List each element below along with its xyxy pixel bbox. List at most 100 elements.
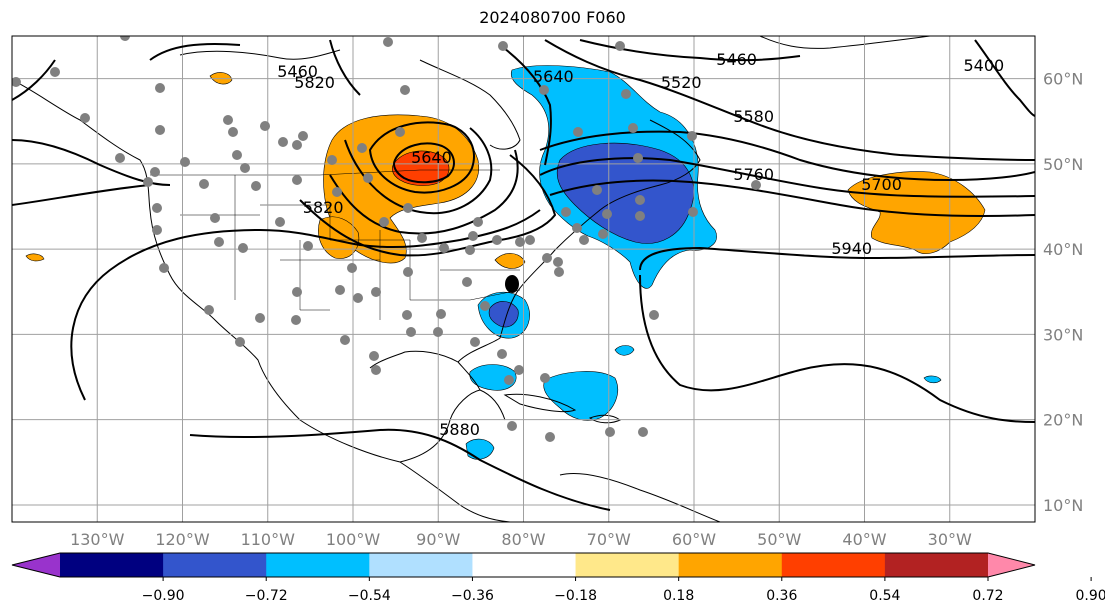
longitude-label: 130°W <box>70 530 125 549</box>
contour-5880 <box>189 428 611 511</box>
latitude-label: 30°N <box>1043 325 1083 344</box>
contour-5580-low <box>393 142 455 184</box>
contour-5760 <box>329 149 519 235</box>
negative-anomaly-gulf <box>469 364 517 391</box>
colorbar-tick-label: −0.54 <box>348 588 391 604</box>
coastline-greenland <box>759 36 931 49</box>
positive-anomaly-atlantic <box>847 171 986 254</box>
coastlines <box>12 36 931 522</box>
negative-anomaly-caribbean <box>543 371 619 421</box>
coastline-central-america <box>399 461 511 522</box>
contour-label: 5700 <box>861 175 902 194</box>
colorbar-tick-label: 0.90 <box>1076 588 1105 604</box>
contour-label: 5580 <box>733 107 774 126</box>
map-panel: 5460582056405820564054605520558057605700… <box>11 35 1036 523</box>
contour-5760-east <box>549 179 1035 217</box>
coastline-pacific-nw <box>12 79 401 463</box>
contour-5940-outer <box>70 209 541 401</box>
contour-label: 5460 <box>277 62 318 81</box>
latitude-label: 50°N <box>1043 155 1083 174</box>
contour-5940-east <box>639 246 1035 271</box>
contour-5460 <box>579 39 801 62</box>
negative-anomaly-small-east <box>923 375 942 384</box>
negative-anomaly-northeast-core <box>556 142 694 244</box>
colorbar-tick-label: 0.54 <box>869 588 900 604</box>
longitude-label: 70°W <box>587 530 631 549</box>
contour-label: 5640 <box>411 148 452 167</box>
contour-label: 5820 <box>294 73 335 92</box>
colorbar-segment <box>472 553 577 577</box>
contour-5460-north <box>329 39 361 96</box>
positive-anomaly-small-se <box>494 253 526 269</box>
longitude-label: 80°W <box>501 530 545 549</box>
contour-5820 <box>299 154 557 257</box>
contour-label: 5400 <box>963 56 1004 75</box>
coastline-gulf <box>369 350 481 463</box>
positive-anomaly-core <box>391 150 450 186</box>
coastline-south-america <box>559 472 721 522</box>
shaded-fields <box>25 65 986 460</box>
contour-label: 5640 <box>533 67 574 86</box>
latitude-labels: 10°N 20°N 30°N 40°N 50°N 60°N <box>1043 70 1083 515</box>
contour-labels: 5460582056405820564054605520558057605700… <box>277 50 1004 439</box>
latitude-label: 20°N <box>1043 411 1083 430</box>
hurricane-center-marker <box>505 275 519 293</box>
contour-5640-mid <box>539 157 1035 198</box>
map-frame <box>11 35 1036 523</box>
contour-label: 5520 <box>661 73 702 92</box>
colorbar-tick-label: 0.72 <box>972 588 1003 604</box>
colorbar-tick-label: −0.36 <box>451 588 494 604</box>
colorbar-tick-label: −0.72 <box>245 588 288 604</box>
colorbar-tick-label: −0.90 <box>142 588 185 604</box>
latitude-label: 10°N <box>1043 496 1083 515</box>
contour-5640-east <box>499 44 552 166</box>
colorbar-extend-high <box>988 553 1035 577</box>
contour-label: 5460 <box>716 50 757 69</box>
latitude-label: 60°N <box>1043 70 1083 89</box>
station-markers <box>12 36 761 442</box>
colorbar-segment <box>884 553 989 577</box>
negative-anomaly-small-central <box>465 438 495 460</box>
colorbar-tick-label: −0.18 <box>554 588 597 604</box>
colorbar-outline <box>11 552 1036 578</box>
longitude-label: 50°W <box>757 530 801 549</box>
longitude-label: 60°W <box>672 530 716 549</box>
longitude-label: 30°W <box>928 530 972 549</box>
positive-anomaly-small-pac <box>25 253 45 262</box>
colorbar-tick-label: 0.36 <box>766 588 797 604</box>
colorbar <box>11 552 1036 578</box>
negative-anomaly-carolina-core <box>488 301 519 328</box>
coastline-arctic <box>179 49 341 60</box>
colorbar-segment <box>60 553 164 577</box>
contour-label: 5760 <box>733 165 774 184</box>
contour-5520 <box>544 39 1035 161</box>
colorbar-segment <box>781 553 886 577</box>
colorbar-extend-low <box>12 553 60 577</box>
colorbar-segment <box>369 553 473 577</box>
colorbar-labels: −0.90 −0.72 −0.54 −0.36 −0.18 0.18 0.36 0.54 0.7… <box>142 577 1105 604</box>
longitude-label: 100°W <box>326 530 381 549</box>
contour-label: 5820 <box>303 198 344 217</box>
contour-5640-low <box>368 121 475 194</box>
longitude-label: 110°W <box>241 530 296 549</box>
colorbar-segment <box>575 553 680 577</box>
contour-5640-west <box>12 59 56 101</box>
colorbar-segment <box>678 553 783 577</box>
colorbar-tick-label: 0.18 <box>663 588 694 604</box>
contour-5940-atlantic <box>639 274 1035 423</box>
coastline-hudson <box>419 59 521 150</box>
longitude-label: 40°W <box>842 530 886 549</box>
contour-5400 <box>974 39 1035 117</box>
longitude-labels: 130°W 120°W 110°W 100°W 90°W 80°W 70°W 60°W 50°W… <box>70 530 972 549</box>
coastline-east <box>457 119 701 363</box>
contour-5820-north <box>149 42 241 61</box>
longitude-label: 90°W <box>416 530 460 549</box>
state-borders <box>150 169 521 320</box>
colorbar-segment <box>163 553 267 577</box>
longitude-label: 120°W <box>155 530 210 549</box>
contour-5820-west <box>12 184 151 206</box>
colorbar-segment <box>266 553 370 577</box>
positive-anomaly-plains <box>318 216 360 259</box>
negative-anomaly-small-atl <box>614 345 635 356</box>
